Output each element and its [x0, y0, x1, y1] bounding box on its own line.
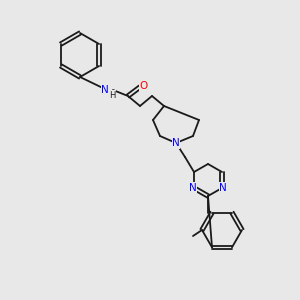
Text: O: O	[140, 81, 148, 91]
Text: N: N	[101, 85, 109, 95]
Text: N: N	[219, 183, 227, 193]
Text: N: N	[189, 183, 197, 193]
Text: N: N	[172, 138, 180, 148]
Text: H: H	[109, 91, 115, 100]
